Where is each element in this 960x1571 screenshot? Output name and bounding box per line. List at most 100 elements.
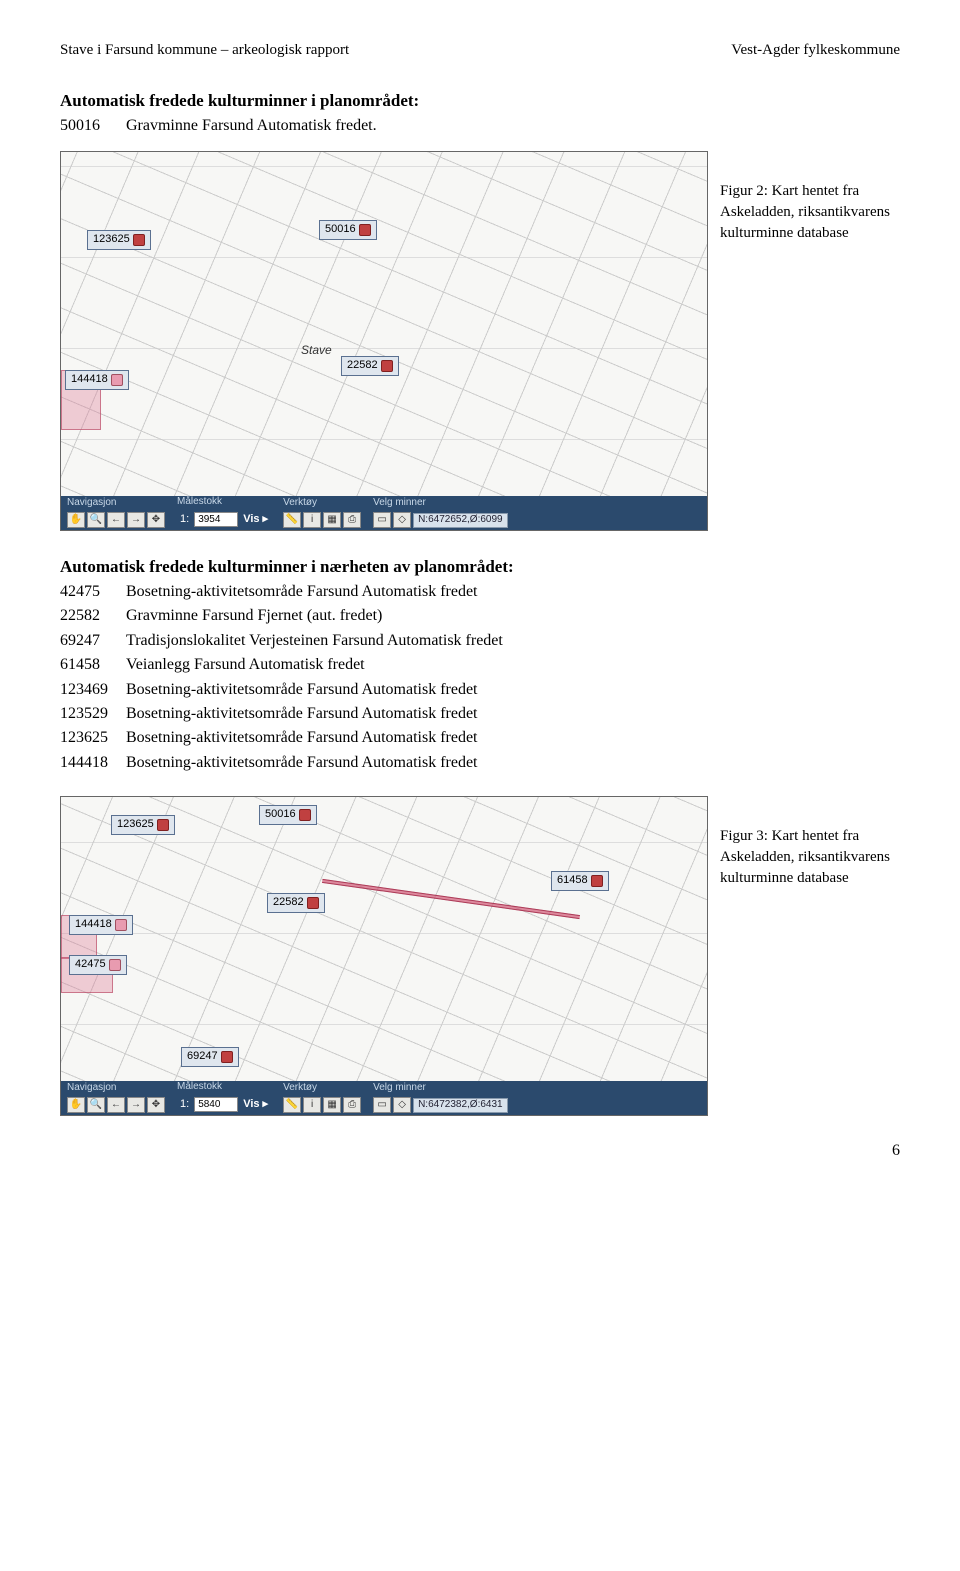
monument-line: 22582 Gravminne Farsund Fjernet (aut. fre… <box>60 605 900 627</box>
tool-layers-icon[interactable]: ▦ <box>323 512 341 528</box>
tool-info-icon[interactable]: i <box>303 512 321 528</box>
map-marker[interactable]: 61458 <box>551 871 609 890</box>
toolbar-tools-section: Verktøy 📏 i ▦ ⎙ <box>277 494 367 530</box>
monument-id: 123625 <box>60 727 118 749</box>
map-marker-pin-icon <box>111 374 123 386</box>
map-marker[interactable]: 123625 <box>87 230 151 249</box>
figure-3-toolbar: Navigasjon ✋ 🔍 ← → ✥ Målestokk 1: Vis ▸ <box>61 1081 707 1115</box>
section1-list: 50016 Gravminne Farsund Automatisk fredet… <box>60 115 900 137</box>
map-grid-decoration <box>61 797 707 1115</box>
map-marker[interactable]: 123625 <box>111 815 175 834</box>
figure-2-caption: Figur 2: Kart hentet fra Askeladden, rik… <box>720 151 900 531</box>
toolbar-select-section: Velg minner ▭ ◇ N:6472652,Ø:6099 <box>367 494 514 530</box>
nav-back-icon[interactable]: ← <box>107 1097 125 1113</box>
monument-desc: Bosetning-aktivitetsområde Farsund Autom… <box>126 752 478 774</box>
monument-line: 50016 Gravminne Farsund Automatisk fredet… <box>60 115 900 137</box>
select-rect-icon[interactable]: ▭ <box>373 512 391 528</box>
monument-line: 69247Tradisjonslokalitet Verjesteinen Fa… <box>60 630 900 652</box>
map-marker-label: 144418 <box>71 372 108 387</box>
header-right: Vest-Agder fylkeskommune <box>731 40 900 61</box>
map-marker-label: 69247 <box>187 1049 218 1064</box>
toolbar-select-label: Velg minner <box>373 1081 508 1095</box>
map-grid-decoration <box>61 152 707 530</box>
toolbar-scale-section: Målestokk 1: Vis ▸ <box>171 493 277 530</box>
toolbar-scale-section: Målestokk 1: Vis ▸ <box>171 1078 277 1115</box>
map-marker-label: 22582 <box>347 358 378 373</box>
vis-toggle[interactable]: Vis ▸ <box>240 1096 271 1113</box>
vis-toggle[interactable]: Vis ▸ <box>240 511 271 528</box>
map-place-label: Stave <box>301 342 332 359</box>
monument-id: 123529 <box>60 703 118 725</box>
section2-list: 42475 Bosetning-aktivitetsområde Farsund … <box>60 581 900 774</box>
coord-readout: N:6472382,Ø:6431 <box>413 1098 508 1113</box>
nav-pan-icon[interactable]: ✥ <box>147 512 165 528</box>
map-marker-pin-icon <box>591 875 603 887</box>
map-marker[interactable]: 22582 <box>341 356 399 375</box>
figure-2: Stave Navigasjon ✋ 🔍 ← → ✥ Målestokk 1: … <box>60 151 900 531</box>
map-marker-pin-icon <box>307 897 319 909</box>
monument-id: 42475 <box>60 581 118 603</box>
coord-readout: N:6472652,Ø:6099 <box>413 513 508 528</box>
monument-line: 123625Bosetning-aktivitetsområde Farsund… <box>60 727 900 749</box>
figure-3-map: Navigasjon ✋ 🔍 ← → ✥ Målestokk 1: Vis ▸ <box>60 796 708 1116</box>
scale-prefix: 1: <box>177 1096 192 1113</box>
scale-input[interactable] <box>194 512 238 527</box>
tool-info-icon[interactable]: i <box>303 1097 321 1113</box>
map-marker[interactable]: 50016 <box>259 805 317 824</box>
map-marker[interactable]: 144418 <box>69 915 133 934</box>
nav-pan-icon[interactable]: ✥ <box>147 1097 165 1113</box>
select-point-icon[interactable]: ◇ <box>393 512 411 528</box>
nav-tool-hand-icon[interactable]: ✋ <box>67 1097 85 1113</box>
toolbar-select-section: Velg minner ▭ ◇ N:6472382,Ø:6431 <box>367 1079 514 1115</box>
map-marker-pin-icon <box>381 360 393 372</box>
map-marker-pin-icon <box>359 224 371 236</box>
map-marker[interactable]: 22582 <box>267 893 325 912</box>
toolbar-tools-label: Verktøy <box>283 1081 361 1095</box>
scale-input[interactable] <box>194 1097 238 1112</box>
map-marker-label: 50016 <box>265 807 296 822</box>
nav-tool-zoom-icon[interactable]: 🔍 <box>87 512 105 528</box>
tool-measure-icon[interactable]: 📏 <box>283 512 301 528</box>
monument-desc: Bosetning-aktivitetsområde Farsund Autom… <box>126 679 478 701</box>
page-header: Stave i Farsund kommune – arkeologisk ra… <box>60 40 900 61</box>
tool-measure-icon[interactable]: 📏 <box>283 1097 301 1113</box>
map-marker-pin-icon <box>299 809 311 821</box>
map-marker[interactable]: 50016 <box>319 220 377 239</box>
toolbar-select-label: Velg minner <box>373 496 508 510</box>
section1-heading: Automatisk fredede kulturminner i planom… <box>60 89 900 113</box>
map-marker-label: 50016 <box>325 222 356 237</box>
map-marker-pin-icon <box>157 819 169 831</box>
map-marker[interactable]: 69247 <box>181 1047 239 1066</box>
monument-id: 22582 <box>60 605 118 627</box>
map-marker[interactable]: 42475 <box>69 955 127 974</box>
nav-back-icon[interactable]: ← <box>107 512 125 528</box>
monument-id: 123469 <box>60 679 118 701</box>
monument-desc: Gravminne Farsund Fjernet (aut. fredet) <box>126 605 382 627</box>
map-marker-pin-icon <box>133 234 145 246</box>
tool-print-icon[interactable]: ⎙ <box>343 512 361 528</box>
select-point-icon[interactable]: ◇ <box>393 1097 411 1113</box>
monument-line: 123469 Bosetning-aktivitetsområde Farsund… <box>60 679 900 701</box>
nav-fwd-icon[interactable]: → <box>127 1097 145 1113</box>
toolbar-tools-label: Verktøy <box>283 496 361 510</box>
monument-id: 50016 <box>60 115 118 137</box>
monument-line: 144418Bosetning-aktivitetsområde Farsund… <box>60 752 900 774</box>
nav-tool-zoom-icon[interactable]: 🔍 <box>87 1097 105 1113</box>
tool-layers-icon[interactable]: ▦ <box>323 1097 341 1113</box>
toolbar-scale-label: Målestokk <box>177 495 271 509</box>
map-marker-label: 144418 <box>75 917 112 932</box>
monument-desc: Veianlegg Farsund Automatisk fredet <box>126 654 365 676</box>
nav-tool-hand-icon[interactable]: ✋ <box>67 512 85 528</box>
map-marker-label: 42475 <box>75 957 106 972</box>
figure-3: Navigasjon ✋ 🔍 ← → ✥ Målestokk 1: Vis ▸ <box>60 796 900 1116</box>
map-marker-pin-icon <box>115 919 127 931</box>
map-marker[interactable]: 144418 <box>65 370 129 389</box>
nav-fwd-icon[interactable]: → <box>127 512 145 528</box>
map-marker-label: 123625 <box>93 232 130 247</box>
toolbar-nav-section: Navigasjon ✋ 🔍 ← → ✥ <box>61 494 171 530</box>
map-marker-label: 123625 <box>117 817 154 832</box>
monument-desc: Gravminne Farsund Automatisk fredet. <box>126 115 377 137</box>
select-rect-icon[interactable]: ▭ <box>373 1097 391 1113</box>
tool-print-icon[interactable]: ⎙ <box>343 1097 361 1113</box>
toolbar-tools-section: Verktøy 📏 i ▦ ⎙ <box>277 1079 367 1115</box>
